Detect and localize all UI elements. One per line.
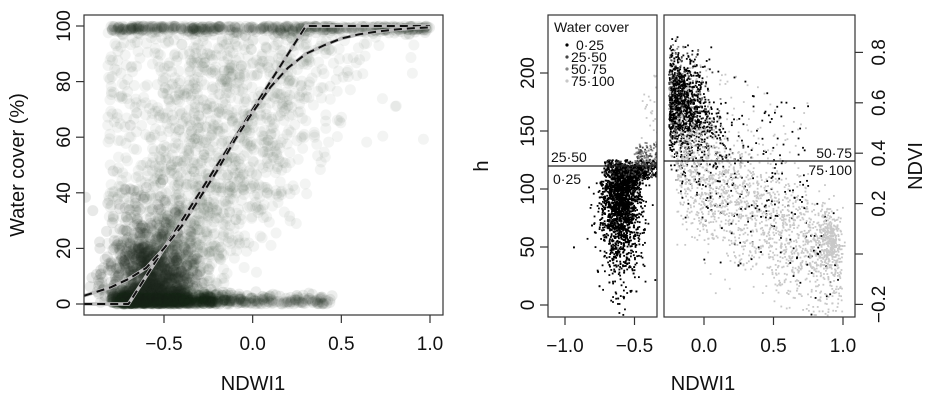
y-tick-label: 0 — [518, 300, 539, 311]
legend-marker-75-100 — [565, 79, 569, 83]
plot-frame — [83, 14, 444, 316]
x-axis: −0.5 0.0 0.5 1.0 — [145, 315, 443, 355]
x-tick-label: −0.5 — [616, 336, 654, 357]
y-tick-label: 150 — [518, 115, 539, 147]
y-tick-label: 50 — [518, 236, 539, 257]
left-chart-water-cover-vs-ndwi1: 0 20 40 60 80 100 −0.5 0.0 0.5 1.0 NDWI1 Water c… — [7, 10, 444, 395]
legend-label-50-75: 50·75 — [571, 61, 607, 77]
y-tick-label: 0.6 — [869, 90, 890, 116]
y-tick-label: 0 — [54, 299, 75, 310]
left-panel-points — [573, 74, 657, 316]
threshold-label-above-right: 50·75 — [816, 145, 852, 161]
y-tick-label: 100 — [54, 10, 75, 42]
right-chart-h-ndvi-vs-ndwi1: 25·50 0·25 50·75 75·100 Water cover 0·25… — [471, 14, 927, 395]
x-tick-label: −1.0 — [546, 336, 584, 357]
y-axis-title: Water cover (%) — [7, 93, 29, 237]
threshold-label-below-right: 75·100 — [808, 162, 852, 178]
right-panel-frame — [663, 14, 856, 318]
threshold-label-above-left: 25·50 — [551, 149, 587, 165]
legend-marker-25-50 — [565, 55, 569, 59]
legend-marker-50-75 — [565, 67, 569, 71]
y-axis: 0 20 40 60 80 100 — [54, 10, 84, 309]
y-tick-label: 200 — [518, 57, 539, 89]
x-tick-label: 0.0 — [691, 336, 717, 357]
y-tick-label: 20 — [54, 238, 75, 259]
h-axis-title: h — [471, 160, 493, 171]
y-tick-label: 0.2 — [869, 190, 890, 216]
y-tick-label: 40 — [54, 182, 75, 203]
legend-label-0-25: 0·25 — [576, 37, 604, 53]
legend: Water cover 0·25 25·50 50·75 75·100 — [554, 19, 629, 89]
threshold-label-below-left: 0·25 — [553, 171, 581, 187]
x-tick-label: 1.0 — [830, 336, 856, 357]
h-axis: 0 50 100 150 200 — [518, 57, 548, 310]
y-tick-label: 0.4 — [869, 140, 890, 167]
x-axis: −1.0 −0.5 0.0 0.5 1.0 — [546, 317, 856, 357]
fit-curves — [84, 24, 431, 306]
x-axis-title: NDWI1 — [671, 373, 735, 395]
x-tick-label: 0.5 — [328, 334, 354, 355]
x-tick-label: 0.5 — [760, 336, 786, 357]
y-tick-label: 100 — [518, 173, 539, 205]
legend-label-25-50: 25·50 — [571, 49, 607, 65]
y-tick-label: 80 — [54, 71, 75, 92]
y-tick-label: 0.8 — [869, 39, 890, 65]
y-tick-label: 60 — [54, 127, 75, 148]
y-tick-label: −0.2 — [869, 286, 890, 324]
x-axis-title: NDWI1 — [221, 373, 285, 395]
ndvi-axis: −0.2 0.2 0.4 0.6 0.8 — [855, 39, 890, 323]
legend-marker-0-25 — [565, 43, 569, 47]
x-tick-label: 0.0 — [239, 334, 265, 355]
legend-title: Water cover — [554, 19, 629, 35]
ndvi-axis-title: NDVI — [905, 142, 927, 190]
legend-label-75-100: 75·100 — [571, 73, 615, 89]
x-tick-label: −0.5 — [145, 334, 183, 355]
right-panel-points — [668, 36, 846, 317]
x-tick-label: 1.0 — [417, 334, 443, 355]
